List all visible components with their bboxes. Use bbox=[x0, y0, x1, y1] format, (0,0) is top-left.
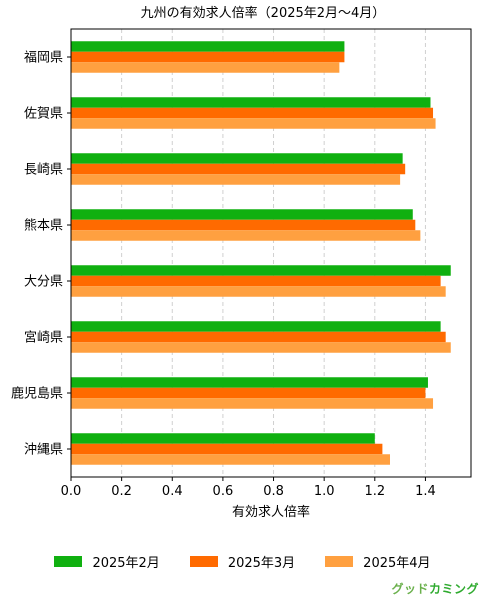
bar bbox=[71, 433, 375, 444]
bar bbox=[71, 377, 428, 388]
y-tick-label: 大分県 bbox=[24, 275, 63, 290]
x-tick-label: 1.4 bbox=[415, 484, 436, 499]
bar bbox=[71, 454, 390, 465]
legend-item: 2025年4月 bbox=[325, 552, 431, 571]
bar bbox=[71, 398, 434, 409]
bar bbox=[71, 118, 436, 129]
x-tick-label: 1.2 bbox=[364, 484, 385, 499]
x-tick-label: 0.0 bbox=[61, 484, 82, 499]
bar bbox=[71, 331, 446, 343]
legend-item: 2025年2月 bbox=[54, 552, 160, 571]
chart-title: 九州の有効求人倍率（2025年2月〜4月） bbox=[141, 5, 386, 21]
x-tick-label: 0.2 bbox=[111, 484, 132, 499]
y-tick-label: 沖縄県 bbox=[24, 443, 63, 458]
legend-swatch-feb bbox=[54, 556, 83, 567]
bars bbox=[71, 41, 451, 465]
y-tick-label: 佐賀県 bbox=[24, 107, 63, 122]
bar bbox=[71, 265, 451, 276]
axes: 0.0 0.2 0.4 0.6 0.8 1.0 1.2 1.4 福岡県佐賀県長崎県熊本県大分県宮… bbox=[11, 51, 436, 500]
legend-label-feb: 2025年2月 bbox=[92, 556, 160, 571]
bar bbox=[71, 51, 345, 63]
bar bbox=[71, 107, 434, 119]
y-tick-label: 長崎県 bbox=[24, 163, 63, 178]
bar bbox=[71, 174, 401, 185]
bar bbox=[71, 97, 431, 108]
legend-swatch-mar bbox=[189, 556, 218, 567]
bar bbox=[71, 163, 406, 175]
bar bbox=[71, 62, 340, 73]
legend-label-mar: 2025年3月 bbox=[227, 556, 296, 571]
y-tick-label: 熊本県 bbox=[24, 218, 63, 234]
y-tick-label: 宮崎県 bbox=[24, 330, 63, 346]
bar bbox=[71, 387, 426, 399]
plot-frame bbox=[70, 28, 472, 478]
site-logo: グッドカミング bbox=[391, 580, 479, 597]
bar bbox=[71, 209, 413, 220]
x-axis-label: 有効求人倍率 bbox=[232, 504, 310, 520]
bar bbox=[71, 275, 441, 287]
bar bbox=[71, 219, 416, 231]
legend-swatch-apr bbox=[325, 556, 354, 567]
bar bbox=[71, 230, 421, 241]
legend: 2025年2月 2025年3月 2025年4月 bbox=[0, 552, 485, 571]
legend-label-apr: 2025年4月 bbox=[363, 556, 431, 571]
x-tick-label: 0.6 bbox=[213, 484, 234, 499]
legend-item: 2025年3月 bbox=[189, 552, 296, 571]
bar bbox=[71, 41, 345, 52]
bar bbox=[71, 443, 383, 455]
x-tick-label: 1.0 bbox=[314, 484, 335, 499]
bar bbox=[71, 321, 441, 332]
logo-text-suffix: カミング bbox=[428, 582, 479, 596]
x-tick-label: 0.8 bbox=[263, 484, 284, 499]
grid-lines bbox=[70, 29, 426, 477]
bar bbox=[71, 286, 446, 297]
y-tick-label: 鹿児島県 bbox=[11, 386, 63, 402]
y-tick-label: 福岡県 bbox=[24, 51, 63, 66]
bar bbox=[71, 153, 403, 164]
logo-text-prefix: グッド bbox=[391, 582, 429, 596]
x-tick-label: 0.4 bbox=[162, 484, 183, 499]
bar bbox=[71, 342, 451, 353]
